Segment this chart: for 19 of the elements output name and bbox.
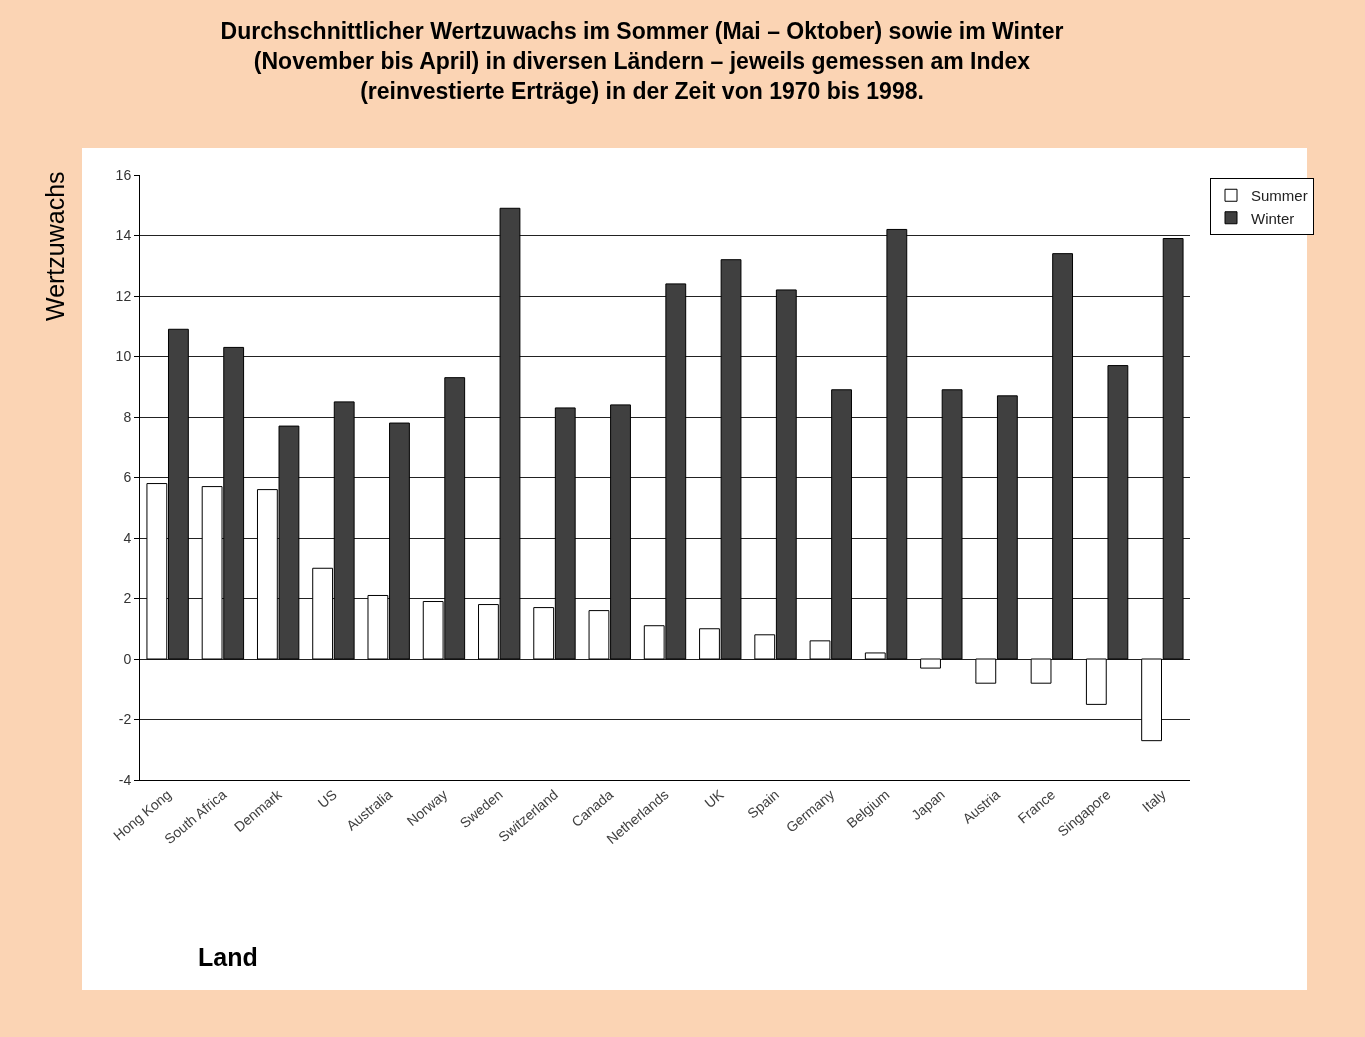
y-tick-label: -2	[118, 711, 132, 728]
y-tick-label: 4	[123, 529, 132, 546]
y-tick-label: 12	[115, 287, 132, 304]
chart-title: Durchschnittlicher Wertzuwachs im Sommer (Mai – Oktober) sowie im Winter (November bis April) in diversen Ländern – jeweils gemessen am Index (reinvestierte Erträge) in der Zeit von 1970 bis 1998.	[220, 18, 1064, 105]
y-tick-label: 2	[123, 590, 132, 607]
x-tick-label: Italy	[1138, 786, 1169, 815]
x-axis-title: Land	[198, 943, 258, 971]
y-tick-label: 0	[123, 650, 132, 667]
y-tick-label: 8	[123, 408, 132, 425]
x-tick-label: US	[314, 786, 340, 811]
y-tick-label: 16	[115, 166, 132, 183]
x-tick-label: UK	[701, 785, 728, 811]
y-tick-label: 10	[115, 348, 132, 365]
y-axis-title: Wertzuwachs	[41, 171, 69, 321]
y-tick-label: -4	[118, 771, 132, 788]
legend-label: Summer	[1251, 187, 1308, 205]
y-tick-label: 6	[123, 469, 132, 486]
y-tick-label: 14	[115, 227, 132, 244]
legend-label: Winter	[1251, 209, 1295, 227]
